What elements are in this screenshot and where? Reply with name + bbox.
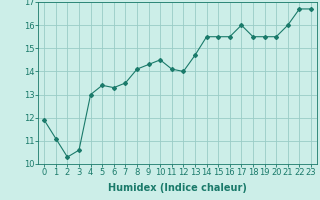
- X-axis label: Humidex (Indice chaleur): Humidex (Indice chaleur): [108, 183, 247, 193]
